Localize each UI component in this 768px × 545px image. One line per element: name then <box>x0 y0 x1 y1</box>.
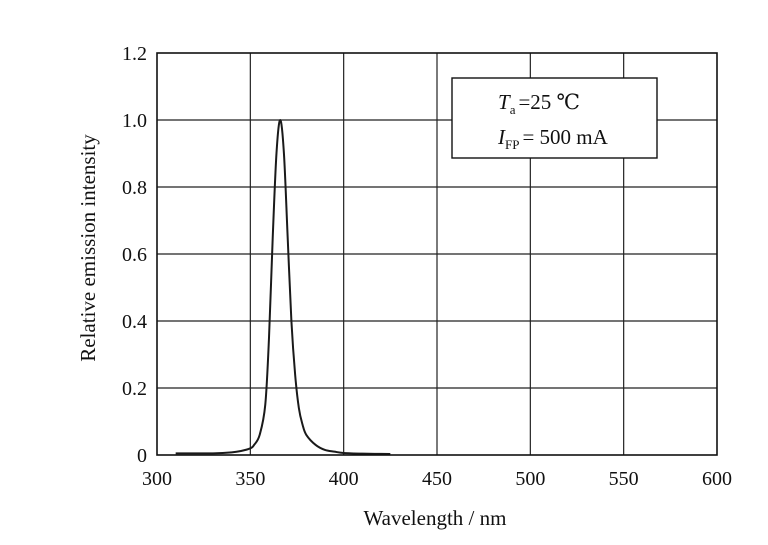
legend-frame <box>451 77 658 159</box>
emission-spectrum-line <box>175 119 391 455</box>
legend-temp-symbol: T <box>498 90 511 114</box>
legend-box: Ta =25 ℃ IFP = 500 mA <box>451 77 658 159</box>
x-tick-label: 550 <box>609 468 639 490</box>
x-tick-label: 400 <box>329 468 359 490</box>
legend-temp-subscript: a <box>510 102 516 117</box>
y-tick-label: 0.8 <box>122 177 147 199</box>
y-axis-title: Relative emission intensity <box>76 134 100 362</box>
legend-line-temperature: Ta =25 ℃ <box>498 90 580 117</box>
x-tick-label: 300 <box>142 468 172 490</box>
x-tick-label: 600 <box>702 468 732 490</box>
y-tick-label: 0.6 <box>122 244 147 266</box>
series-layer <box>175 119 391 455</box>
y-tick-label: 0 <box>137 445 147 467</box>
plot-frame <box>156 52 718 456</box>
legend-current-symbol: I <box>497 125 506 149</box>
x-tick-label: 500 <box>515 468 545 490</box>
y-tick-label: 0.2 <box>122 378 147 400</box>
legend-line-current: IFP = 500 mA <box>497 125 609 152</box>
axes-frame <box>156 52 718 456</box>
x-tick-label: 450 <box>422 468 452 490</box>
legend-temp-value: =25 ℃ <box>518 90 580 114</box>
legend-current-value: = 500 mA <box>522 125 608 149</box>
x-tick-label: 350 <box>235 468 265 490</box>
y-tick-label: 0.4 <box>122 311 147 333</box>
y-tick-label: 1.2 <box>122 43 147 65</box>
legend-current-subscript: FP <box>505 137 519 152</box>
tick-labels: 300 350 400 450 500 550 600 0 0.2 0.4 0.6 0.8 1.0 1.2 <box>122 43 732 490</box>
x-axis-title: Wavelength / nm <box>364 506 507 530</box>
y-tick-label: 1.0 <box>122 110 147 132</box>
